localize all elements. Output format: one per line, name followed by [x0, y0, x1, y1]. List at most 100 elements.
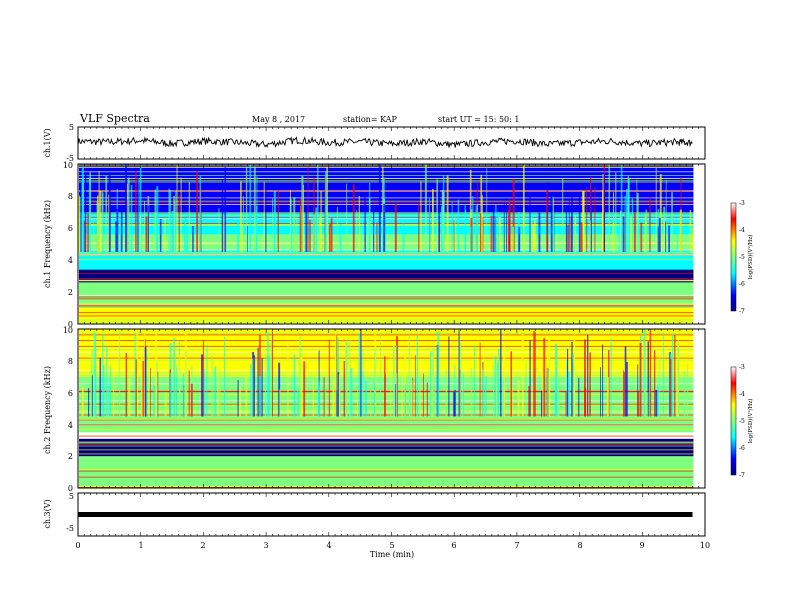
ch1-spectrogram-vstreak — [184, 218, 187, 252]
ch1-spectrogram-vstreak — [567, 224, 569, 252]
ch1-spectrogram-hline — [79, 217, 694, 219]
ch2-spectrogram-vstreak — [337, 372, 340, 417]
ch1-spectrogram-hline — [79, 277, 694, 279]
ch2-spectrogram-hline — [79, 443, 694, 445]
ch1-spectrogram-vstreak — [574, 216, 576, 252]
ch1-spectrogram-hline — [79, 254, 694, 256]
ch1-spectrogram-vstreak — [169, 189, 172, 252]
ch1-spectrogram-hline — [79, 225, 694, 226]
ch1-spectrogram-vstreak — [303, 184, 305, 252]
cb2-tick-m7: -7 — [739, 472, 745, 479]
ch3-waveform-panel: 5 -5 ch.3(V) — [43, 492, 706, 537]
ch1-spectrogram-vstreak — [79, 185, 82, 252]
ch2-spectrogram-hline — [79, 383, 694, 385]
ch2-spectrogram-hline — [79, 419, 694, 421]
ch2-spectrogram-vstreak — [214, 366, 217, 417]
ch2-spectrogram-vstreak — [155, 331, 158, 417]
ch1-spectrogram-hline — [79, 254, 694, 256]
ch1-spectrogram-vstreak — [578, 196, 581, 252]
ch2-spectrogram-vstreak — [362, 348, 364, 417]
ch1-ytick-bottom: -5 — [66, 154, 74, 163]
ch1-spectrogram-vstreak — [130, 185, 133, 252]
ch1-spectrogram-hline — [79, 249, 694, 251]
ch2-spectrogram-vstreak — [141, 352, 143, 417]
ch3-waveform-ylabel: ch.3(V) — [43, 499, 52, 528]
ch2-spectrogram-vstreak — [479, 342, 481, 417]
xtick-0: 0 — [75, 541, 80, 550]
ch2-spectrogram-vstreak — [296, 385, 298, 417]
xtick-8: 8 — [577, 541, 582, 550]
ch2-spectrogram-vstreak — [185, 350, 187, 417]
ch1-spectrogram-vstreak — [636, 193, 639, 252]
cb2-tick-m6: -6 — [739, 445, 745, 452]
ch2-spectrogram-vstreak — [493, 361, 495, 417]
ch2-spectrogram-vstreak — [644, 388, 647, 417]
xtick-6: 6 — [451, 541, 456, 550]
xtick-9: 9 — [639, 541, 644, 550]
ch2-spectrogram-vstreak — [557, 381, 560, 417]
ch1-spectrogram-vstreak — [136, 220, 138, 252]
ch1-spectrogram-vstreak — [127, 177, 130, 252]
ch2-spectrogram-vstreak — [602, 344, 604, 417]
ch1-spectrogram-vstreak — [512, 178, 515, 252]
ch1-spectrogram-band-4 — [79, 234, 694, 251]
ch2-spectrogram-vstreak — [408, 336, 410, 417]
ch2-spectrogram-vstreak — [622, 370, 624, 417]
ch1-spectrogram-vstreak — [451, 201, 453, 252]
ch2-spectrogram-vstreak — [670, 359, 672, 417]
ch2-spectrogram-vstreak — [548, 336, 551, 417]
ch2-spectrogram-vstreak — [148, 343, 150, 417]
ch2-spectrogram-hline — [79, 435, 694, 437]
ch2-spectrogram-vstreak — [637, 364, 639, 417]
ch1-spectrogram-hline — [79, 171, 694, 173]
colorbar-ch1-gradient — [730, 202, 737, 312]
ch1-spectrogram-vstreak — [97, 195, 99, 252]
ch1-spectrogram-vstreak — [108, 173, 111, 252]
ch2-spectrogram-hline — [79, 470, 694, 472]
ch1-spectrogram-hline — [79, 319, 694, 321]
ch1-spectrogram-vstreak — [325, 171, 327, 252]
ch2-spectrogram-vstreak — [113, 374, 115, 417]
ch2-spectrogram-vstreak — [448, 336, 450, 417]
ch2-spectrogram-vstreak — [497, 361, 499, 417]
ch1-spectrogram-vstreak — [92, 219, 94, 252]
ch1-spectrogram-ylabel: ch.1 Frequency (kHz) — [43, 200, 52, 288]
ch2-spectrogram-vstreak — [102, 334, 104, 417]
ch1-spectrogram-vstreak — [188, 181, 190, 252]
ch2-spectrogram-hline — [79, 403, 694, 405]
ch1-spectrogram-vstreak — [431, 189, 434, 252]
ch1-spectrogram-vstreak — [186, 225, 189, 252]
ch2-spectrogram-vstreak — [223, 336, 226, 417]
ch1-spectrogram-hline — [79, 189, 694, 191]
cb2-tick-m5: -5 — [739, 418, 745, 425]
ch1-spectrogram-vstreak — [603, 173, 605, 252]
ch2-spectrogram-vstreak — [607, 377, 610, 417]
ch2-spectrogram-vstreak — [93, 331, 96, 417]
ch1-spectrogram-vstreak — [120, 208, 123, 252]
ch1-spectrogram-vstreak — [317, 164, 319, 252]
ch1-spectrogram-vstreak — [625, 189, 628, 252]
ch2-spectrogram-vstreak — [426, 382, 428, 417]
ch2-spectrogram-vstreak — [430, 353, 433, 417]
ch2-spectrogram-vstreak — [624, 346, 627, 417]
ch1-spectrogram-vstreak — [105, 175, 108, 252]
ch2-spectrogram-vstreak — [395, 373, 398, 417]
ch1-spectrogram-vstreak — [364, 192, 366, 252]
ch1-spectrogram-vstreak — [464, 204, 466, 252]
ch2-spectrogram-vstreak — [146, 349, 148, 417]
ch2-spectrogram-vstreak — [484, 376, 487, 417]
ch2-spectrogram-vstreak — [610, 338, 612, 417]
ch2-spectrogram-vstreak — [312, 364, 314, 417]
ch1-spectrogram-hline — [79, 313, 694, 315]
ch1-spectrogram-vstreak — [307, 165, 309, 252]
ch1-spectrogram-vstreak — [618, 220, 620, 252]
ch1-spectrogram-vstreak — [301, 175, 304, 252]
ch1-spectrogram-vstreak — [263, 181, 265, 252]
ch2-spectrogram-hline — [79, 413, 694, 415]
ch1-spectrogram-vstreak — [627, 178, 630, 252]
ch1-spectrogram-vstreak — [221, 180, 224, 252]
ch2-spectrogram-vstreak — [360, 329, 362, 417]
colorbar-ch1-label: log(PSD)(V²/Hz) — [747, 235, 754, 280]
ch2-spectrogram-vstreak — [422, 373, 424, 417]
ch2-spectrogram-vstreak — [237, 380, 239, 417]
